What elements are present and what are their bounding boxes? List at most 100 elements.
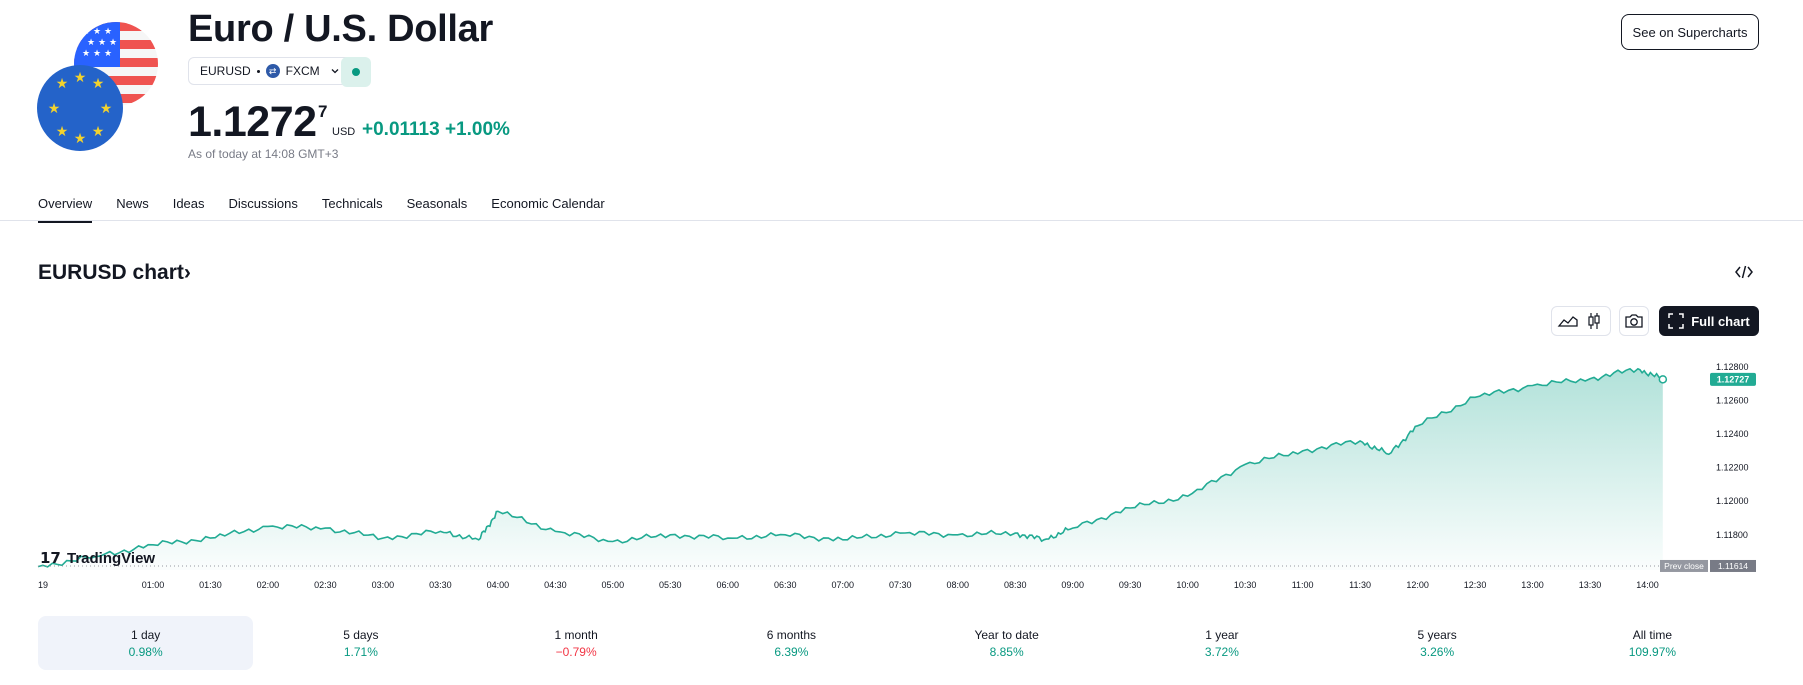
y-tick-label: 1.11800 (1716, 530, 1748, 540)
y-axis: 1.12800 1.12600 1.12400 1.12200 1.12000 1.118… (1716, 362, 1749, 540)
price-value: 1.1272 (188, 98, 317, 146)
x-tick-label: 14:00 (1636, 580, 1659, 590)
period-label: 5 years (1417, 627, 1457, 642)
x-tick-label: 06:00 (717, 580, 740, 590)
y-tick-label: 1.12200 (1716, 463, 1749, 473)
last-price-dot (1658, 375, 1668, 384)
svg-text:Prev close: Prev close (1664, 561, 1704, 571)
performance-periods: 1 day 0.98% 5 days 1.71% 1 month −0.79% 6 mont… (38, 616, 1760, 670)
svg-text:★: ★ (93, 27, 101, 37)
period-change: 3.26% (1420, 644, 1455, 659)
x-tick-label: 13:00 (1521, 580, 1544, 590)
svg-text:★: ★ (92, 76, 105, 92)
tab-overview[interactable]: Overview (38, 196, 93, 223)
last-price-label: 1.12727 (1710, 372, 1756, 386)
area-chart-icon[interactable] (1557, 311, 1579, 331)
full-chart-label: Full chart (1691, 313, 1750, 329)
x-tick-label: 12:30 (1464, 580, 1487, 590)
candlestick-icon[interactable] (1583, 311, 1605, 331)
fxcm-logo-icon: ⇄ (265, 64, 280, 78)
period-change: 6.39% (774, 644, 809, 659)
period-label: Year to date (974, 627, 1039, 642)
period-1-year[interactable]: 1 year 3.72% (1114, 616, 1329, 670)
period-label: 1 month (554, 627, 598, 642)
period-1-day[interactable]: 1 day 0.98% (38, 616, 254, 670)
price-chart[interactable]: 1.12800 1.12600 1.12400 1.12200 1.12000 1.118… (0, 340, 1803, 600)
period-6-months[interactable]: 6 months 6.39% (684, 616, 899, 670)
svg-text:★: ★ (104, 27, 112, 37)
x-tick-label: 10:00 (1176, 580, 1199, 590)
tab-economic-calendar[interactable]: Economic Calendar (491, 196, 605, 211)
tab-discussions[interactable]: Discussions (228, 196, 298, 211)
chart-style-toggle (1551, 306, 1611, 336)
x-tick-label: 03:30 (429, 580, 452, 590)
x-tick-label: 04:30 (544, 580, 567, 590)
svg-text:★: ★ (98, 38, 106, 48)
y-tick-label: 1.12400 (1716, 429, 1749, 439)
x-tick-label: 09:30 (1119, 580, 1142, 590)
svg-text:★: ★ (74, 70, 87, 86)
svg-text:★: ★ (104, 49, 112, 59)
svg-text:★: ★ (93, 49, 101, 59)
camera-icon (1625, 314, 1643, 328)
period-year-to-date[interactable]: Year to date 8.85% (899, 616, 1114, 670)
euro-usd-flags-logo: ★ ★ ★ ★ ★ ★ ★ ★ ★ ★ ★ ★ ★ ★ ★ ★ ★ (37, 22, 158, 151)
period-5-years[interactable]: 5 years 3.26% (1330, 616, 1545, 670)
page-title: Euro / U.S. Dollar (188, 8, 493, 50)
period-change: 1.71% (343, 644, 378, 659)
symbol-label: EURUSD (200, 64, 251, 78)
period-label: All time (1632, 627, 1673, 642)
x-tick-label: 01:30 (199, 580, 222, 590)
embed-code-icon[interactable] (1734, 262, 1754, 282)
svg-text:★: ★ (109, 38, 117, 48)
x-tick-label: 01:00 (142, 580, 165, 590)
snapshot-button[interactable] (1619, 306, 1649, 336)
svg-text:★: ★ (87, 38, 95, 48)
prev-close-label: Prev close 1.11614 (1660, 559, 1756, 572)
market-status-indicator[interactable] (341, 57, 371, 87)
full-chart-button[interactable]: Full chart (1659, 306, 1759, 336)
x-tick-label: 19 (38, 580, 48, 590)
svg-text:★: ★ (82, 27, 90, 37)
y-tick-label: 1.12000 (1716, 496, 1749, 506)
tab-divider (0, 220, 1803, 221)
svg-text:𝟭𝟳: 𝟭𝟳 (40, 550, 61, 567)
tab-ideas[interactable]: Ideas (172, 196, 205, 211)
price-timestamp: As of today at 14:08 GMT+3 (188, 147, 339, 161)
x-tick-label: 09:00 (1061, 580, 1084, 590)
x-tick-label: 05:30 (659, 580, 682, 590)
period-change: −0.79% (555, 644, 597, 659)
period-label: 1 year (1205, 627, 1239, 642)
svg-text:★: ★ (48, 101, 61, 117)
period-label: 1 day (130, 627, 161, 642)
period-5-days[interactable]: 5 days 1.71% (253, 616, 468, 670)
y-tick-label: 1.12800 (1716, 362, 1749, 372)
tab-technicals[interactable]: Technicals (321, 196, 383, 211)
period-1-month[interactable]: 1 month −0.79% (469, 616, 684, 670)
see-on-supercharts-button[interactable]: See on Supercharts (1621, 14, 1759, 50)
x-tick-label: 11:00 (1292, 580, 1314, 590)
period-change: 0.98% (128, 644, 163, 659)
svg-text:★: ★ (92, 124, 105, 140)
svg-text:★: ★ (56, 124, 69, 140)
symbol-selector[interactable]: EURUSD ⇄ FXCM (188, 57, 352, 85)
x-tick-label: 02:00 (257, 580, 280, 590)
svg-text:★: ★ (56, 76, 69, 92)
period-change: 8.85% (989, 644, 1024, 659)
svg-text:1.11614: 1.11614 (1718, 561, 1748, 571)
expand-icon (1668, 313, 1684, 329)
period-label: 6 months (766, 627, 817, 642)
chart-title-link[interactable]: EURUSD chart› (38, 261, 191, 284)
x-tick-label: 07:30 (889, 580, 912, 590)
tab-seasonals[interactable]: Seasonals (406, 196, 468, 211)
period-all-time[interactable]: All time 109.97% (1545, 616, 1760, 670)
x-tick-label: 06:30 (774, 580, 797, 590)
price-currency: USD (332, 126, 356, 138)
tab-bar: Overview News Ideas Discussions Technicals Se… (38, 196, 629, 223)
separator-dot (256, 69, 260, 73)
svg-text:★: ★ (74, 131, 87, 147)
price-fraction-digit: 7 (318, 102, 328, 121)
x-axis: 19 01:00 01:30 02:00 02:30 03:00 03:30 04:00 04:… (38, 580, 1659, 590)
tab-news[interactable]: News (116, 196, 149, 211)
x-tick-label: 04:00 (487, 580, 510, 590)
